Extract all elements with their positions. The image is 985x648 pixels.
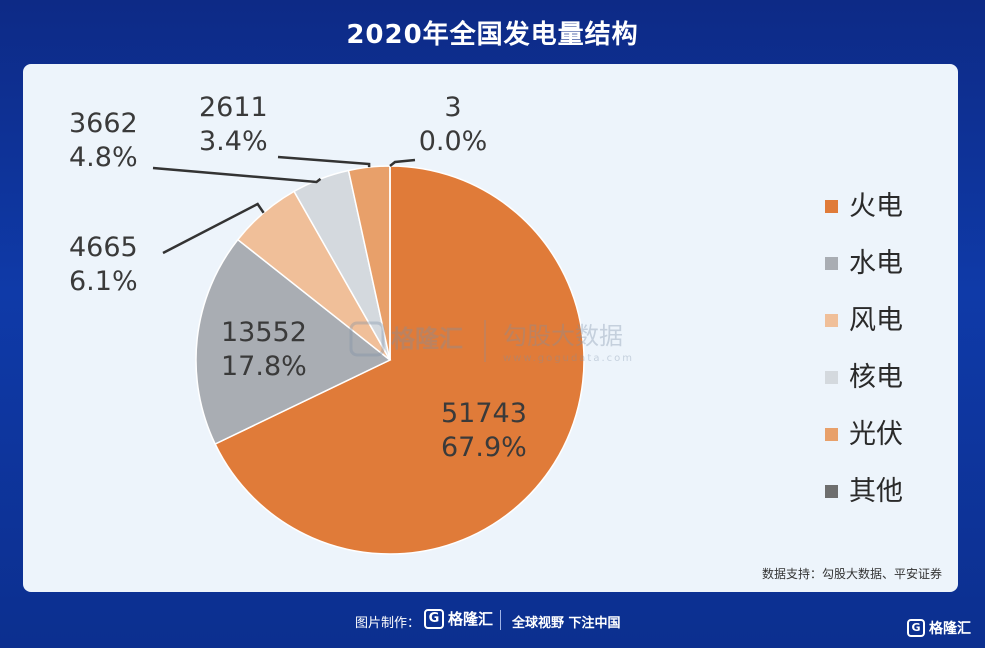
legend-swatch-2 [825, 314, 838, 327]
data-label-value-5: 3 [444, 92, 461, 123]
data-label-percent-0: 67.9% [441, 432, 527, 463]
data-label-value-4: 2611 [199, 92, 268, 123]
data-label-percent-4: 3.4% [199, 126, 268, 157]
legend-swatch-4 [825, 428, 838, 441]
legend-label-4: 光伏 [849, 419, 903, 450]
legend-label-3: 核电 [849, 362, 903, 393]
footer-logo-text: 格隆汇 [448, 610, 494, 628]
chart-title: 2020年全国发电量结构 [346, 20, 639, 50]
legend-swatch-1 [825, 257, 838, 270]
data-label-percent-5: 0.0% [419, 126, 488, 157]
legend-label-2: 风电 [849, 305, 903, 336]
leader-line-5 [389, 158, 416, 167]
data-label-percent-3: 4.8% [69, 142, 138, 173]
leader-lines [152, 155, 416, 255]
data-label-percent-1: 17.8% [221, 351, 307, 382]
data-label-percent-2: 6.1% [69, 266, 138, 297]
watermark-url: www.gogudata.com [503, 353, 634, 364]
corner-logo-text: 格隆汇 [929, 621, 971, 637]
data-label-value-3: 3662 [69, 108, 138, 139]
legend-swatch-5 [825, 485, 838, 498]
legend-swatch-3 [825, 371, 838, 384]
legend-swatch-0 [825, 200, 838, 213]
chart-card: 51743 67.9% 13552 17.8% 4665 6.1% 3662 4.8% 2611… [23, 64, 958, 592]
pie-slice-1 [195, 238, 392, 446]
footer-logo: G 格隆汇 [424, 608, 493, 629]
pie-slice-0 [214, 165, 585, 555]
watermark-brand: 格隆汇 [391, 325, 463, 353]
leader-line-4 [277, 155, 371, 168]
footer-logo-icon: G [424, 608, 444, 629]
footer-divider [500, 610, 501, 630]
data-label-value-1: 13552 [221, 317, 307, 348]
leader-line-3 [152, 166, 322, 184]
footer: 图片制作： G 格隆汇 全球视野 下注中国 [0, 606, 985, 634]
corner-logo-icon: G [907, 619, 925, 637]
footer-slogan: 全球视野 下注中国 [512, 616, 621, 631]
watermark-partner: 勾股大数据 [503, 322, 623, 350]
data-label-value-2: 4665 [69, 232, 138, 263]
source-note: 数据支持：勾股大数据、平安证券 [761, 567, 942, 581]
legend-label-0: 火电 [849, 191, 903, 222]
data-label-value-0: 51743 [441, 398, 527, 429]
watermark-logo-icon [349, 321, 385, 357]
watermark: 格隆汇 勾股大数据 www.gogudata.com [349, 320, 634, 364]
leader-line-2 [162, 202, 265, 255]
legend-label-1: 水电 [849, 248, 903, 279]
footer-made-by: 图片制作： [355, 616, 421, 631]
legend-label-5: 其他 [849, 476, 903, 507]
corner-logo: G 格隆汇 [907, 618, 971, 638]
